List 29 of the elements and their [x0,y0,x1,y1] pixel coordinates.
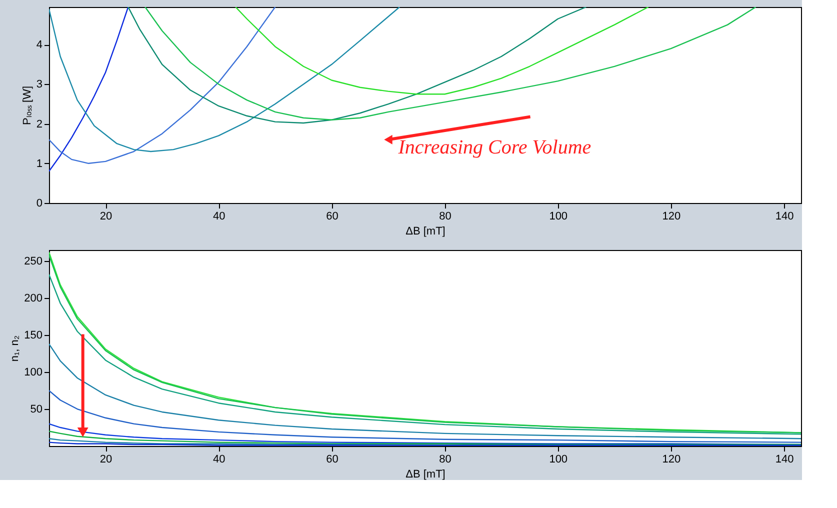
y-tick-label: 200 [24,292,42,305]
y-tick-label: 50 [30,404,42,416]
y-tick-label: 100 [24,366,42,379]
y-tick-label: 3 [36,78,42,91]
y-axis-title: n₁, n₂ [9,335,22,362]
x-tick-label: 40 [213,454,226,466]
x-axis-title: ΔB [mT] [406,468,446,480]
y-axis-title: Pₗₒₛₛ [W] [21,86,34,126]
x-tick-label: 60 [326,454,338,466]
x-tick-label: 100 [549,210,568,222]
annotation: Increasing Core Volume [397,136,592,159]
x-tick-label: 80 [439,454,452,466]
y-tick-label: 0 [36,198,42,210]
y-tick-label: 250 [24,256,42,268]
y-tick-label: 1 [36,158,42,170]
x-tick-label: 40 [213,210,226,222]
x-tick-label: 80 [439,210,452,222]
x-tick-label: 60 [326,210,338,222]
x-tick-label: 20 [100,210,112,222]
y-tick-label: 150 [24,330,42,342]
y-tick-label: 2 [36,118,42,130]
x-axis-title: ΔB [mT] [406,226,446,238]
y-tick-label: 4 [36,39,42,52]
x-tick-label: 140 [775,454,794,466]
x-tick-label: 120 [662,210,681,222]
x-tick-label: 100 [549,454,568,466]
x-tick-label: 140 [775,210,794,222]
x-tick-label: 20 [100,454,112,466]
x-tick-label: 120 [662,454,681,466]
